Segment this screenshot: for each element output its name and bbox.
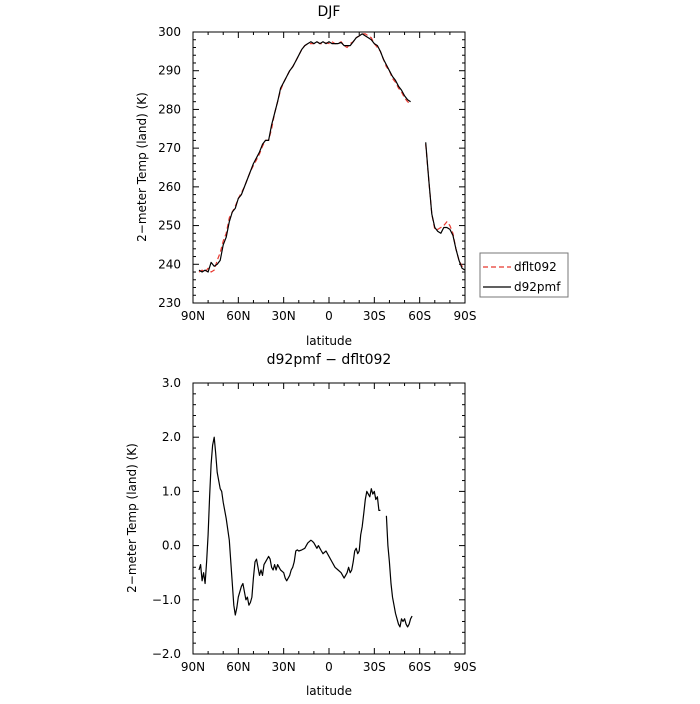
bottom-x-tick-label: 30S bbox=[363, 660, 386, 674]
top-series-line-1 bbox=[425, 142, 466, 271]
top-x-axis-label: latitude bbox=[306, 334, 352, 348]
bottom-plot-frame bbox=[192, 382, 466, 655]
top-y-axis-label: 2−meter Temp (land) (K) bbox=[135, 92, 149, 242]
bottom-panel: d92pmf − dflt092 90N 60N 30N 0 30S 60S 90S 3.0 2… bbox=[125, 352, 476, 698]
bottom-x-tick-label: 60N bbox=[226, 660, 250, 674]
bottom-x-tick-label: 0 bbox=[325, 660, 333, 674]
top-plot-frame bbox=[192, 31, 466, 304]
top-panel: DJF 90N 60N 30N 0 30S 60S 90S 300 290 280 270 260 25… bbox=[135, 4, 569, 348]
top-x-tick-label: 90S bbox=[454, 309, 477, 323]
top-x-tick-label: 90N bbox=[181, 309, 205, 323]
top-x-tick-label: 60S bbox=[408, 309, 431, 323]
legend-box bbox=[479, 252, 569, 298]
bottom-x-tick-label: 60S bbox=[408, 660, 431, 674]
bottom-y-tick-label: 0.0 bbox=[162, 539, 181, 553]
bottom-y-tick-label: −2.0 bbox=[152, 647, 181, 661]
bottom-x-tick-label: 30N bbox=[272, 660, 296, 674]
bottom-x-tick-label: 90S bbox=[454, 660, 477, 674]
top-y-tick-label: 300 bbox=[158, 25, 181, 39]
legend-label-d92pmf: d92pmf bbox=[514, 280, 561, 294]
bottom-y-axis-label: 2−meter Temp (land) (K) bbox=[125, 443, 139, 593]
legend: dflt092 d92pmf bbox=[479, 252, 569, 298]
bottom-chart-title: d92pmf − dflt092 bbox=[267, 352, 392, 368]
top-x-tick-label: 60N bbox=[226, 309, 250, 323]
bottom-y-tick-label: 1.0 bbox=[162, 484, 181, 498]
top-y-tick-label: 230 bbox=[158, 296, 181, 310]
bottom-y-tick-label: −1.0 bbox=[152, 593, 181, 607]
top-chart-title: DJF bbox=[318, 4, 341, 20]
top-series-line-0 bbox=[198, 33, 411, 273]
top-y-tick-label: 270 bbox=[158, 141, 181, 155]
bottom-y-tick-label: 3.0 bbox=[162, 376, 181, 390]
top-x-tick-label: 0 bbox=[325, 309, 333, 323]
top-x-tick-label: 30N bbox=[272, 309, 296, 323]
bottom-x-tick-label: 90N bbox=[181, 660, 205, 674]
top-y-tick-label: 250 bbox=[158, 219, 181, 233]
bottom-y-tick-label: 2.0 bbox=[162, 430, 181, 444]
top-y-tick-label: 280 bbox=[158, 102, 181, 116]
bottom-series-line-0 bbox=[198, 436, 381, 616]
legend-label-dflt092: dflt092 bbox=[514, 260, 557, 274]
top-x-tick-label: 30S bbox=[363, 309, 386, 323]
top-y-tick-label: 290 bbox=[158, 64, 181, 78]
bottom-series-line-0 bbox=[385, 515, 413, 628]
top-y-tick-label: 260 bbox=[158, 180, 181, 194]
bottom-x-axis-label: latitude bbox=[306, 684, 352, 698]
top-y-tick-label: 240 bbox=[158, 257, 181, 271]
top-series-line-1 bbox=[198, 33, 411, 273]
